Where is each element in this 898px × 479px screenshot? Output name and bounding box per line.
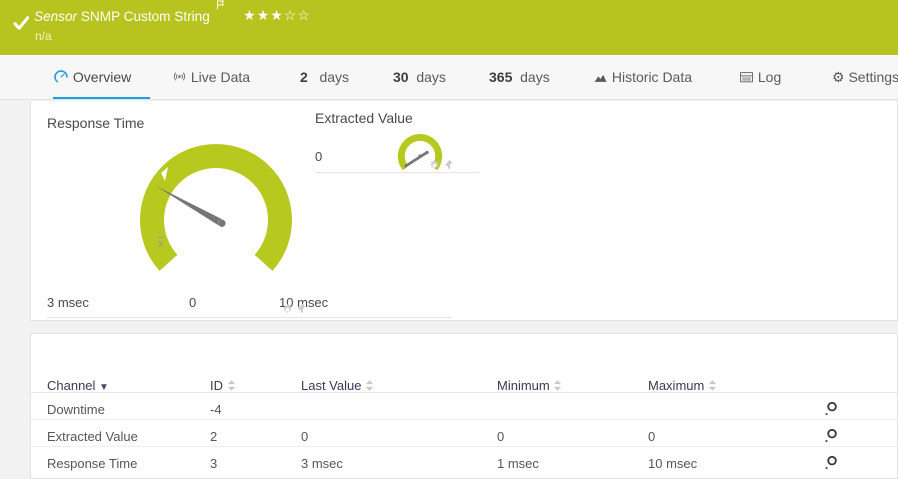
- svg-text:x: x: [158, 238, 164, 250]
